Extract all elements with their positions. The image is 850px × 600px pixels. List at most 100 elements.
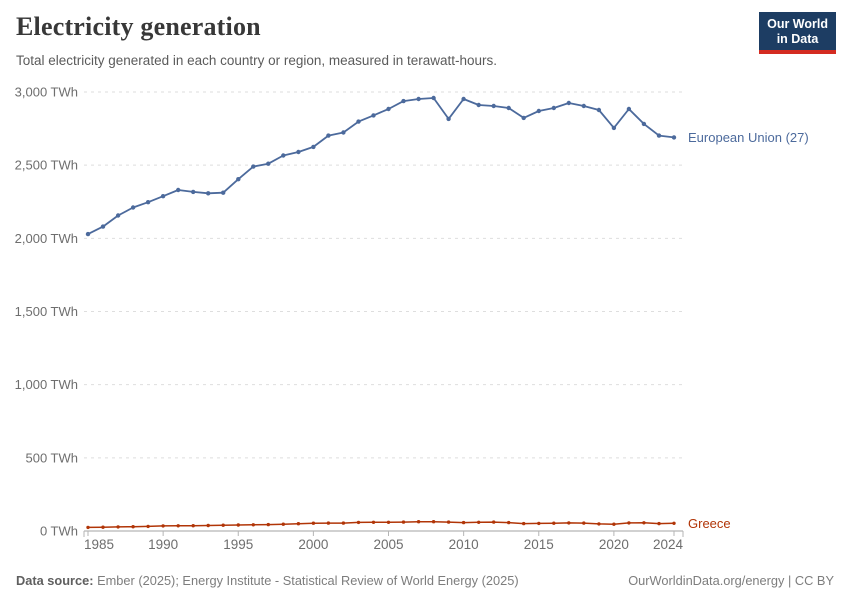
data-point-greece[interactable]	[461, 520, 466, 525]
x-axis-label: 2005	[373, 537, 403, 552]
credit-link[interactable]: OurWorldinData.org/energy | CC BY	[628, 573, 834, 588]
x-axis-label: 2000	[298, 537, 328, 552]
data-point-european-union-27[interactable]	[130, 205, 136, 210]
data-point-greece[interactable]	[477, 520, 481, 524]
data-point-greece[interactable]	[161, 524, 165, 528]
data-point-greece[interactable]	[672, 521, 676, 525]
data-point-greece[interactable]	[266, 522, 270, 527]
data-point-greece[interactable]	[251, 523, 255, 527]
data-point-greece[interactable]	[371, 520, 376, 524]
data-point-european-union-27[interactable]	[566, 100, 571, 106]
x-axis-label: 2020	[599, 537, 629, 552]
data-point-european-union-27[interactable]	[100, 224, 106, 229]
data-point-european-union-27[interactable]	[160, 194, 166, 199]
data-point-greece[interactable]	[612, 522, 616, 526]
data-point-greece[interactable]	[597, 522, 601, 526]
data-point-greece[interactable]	[642, 521, 646, 525]
data-point-greece[interactable]	[146, 524, 150, 529]
data-point-european-union-27[interactable]	[206, 191, 211, 196]
data-point-greece[interactable]	[191, 524, 195, 528]
data-point-european-union-27[interactable]	[446, 116, 451, 122]
data-point-greece[interactable]	[356, 520, 361, 525]
series-end-label-greece[interactable]: Greece	[688, 516, 731, 531]
data-point-european-union-27[interactable]	[521, 115, 526, 121]
data-point-european-union-27[interactable]	[236, 177, 241, 182]
data-point-greece[interactable]	[416, 520, 421, 524]
data-point-european-union-27[interactable]	[145, 200, 151, 205]
data-point-european-union-27[interactable]	[656, 133, 662, 138]
data-point-european-union-27[interactable]	[551, 105, 556, 111]
data-point-european-union-27[interactable]	[341, 130, 346, 135]
data-point-european-union-27[interactable]	[386, 106, 391, 112]
data-point-european-union-27[interactable]	[85, 231, 91, 237]
data-point-european-union-27[interactable]	[461, 96, 466, 102]
x-axis-label: 2010	[449, 537, 479, 552]
data-point-european-union-27[interactable]	[491, 103, 496, 109]
chart-subtitle: Total electricity generated in each coun…	[16, 53, 497, 68]
data-point-greece[interactable]	[522, 521, 526, 526]
x-axis-label: 1995	[223, 537, 253, 552]
data-point-greece[interactable]	[101, 525, 105, 529]
data-point-greece[interactable]	[567, 521, 571, 525]
data-point-greece[interactable]	[627, 521, 631, 525]
data-point-european-union-27[interactable]	[356, 119, 361, 124]
data-point-european-union-27[interactable]	[251, 164, 256, 169]
data-point-greece[interactable]	[206, 523, 210, 528]
data-point-greece[interactable]	[657, 521, 661, 526]
data-point-european-union-27[interactable]	[476, 102, 481, 108]
series-line-european-union-27[interactable]	[87, 97, 675, 235]
data-point-european-union-27[interactable]	[671, 135, 677, 140]
data-point-european-union-27[interactable]	[596, 107, 602, 113]
data-point-greece[interactable]	[281, 522, 285, 526]
data-point-european-union-27[interactable]	[371, 113, 376, 118]
data-point-european-union-27[interactable]	[176, 187, 181, 193]
data-point-greece[interactable]	[582, 521, 586, 525]
data-point-greece[interactable]	[386, 520, 391, 524]
data-point-greece[interactable]	[537, 521, 541, 526]
chart-footer: Data source: Ember (2025); Energy Instit…	[16, 573, 834, 588]
data-point-greece[interactable]	[296, 522, 301, 526]
data-point-european-union-27[interactable]	[191, 189, 196, 195]
data-point-greece[interactable]	[236, 523, 240, 527]
data-point-european-union-27[interactable]	[401, 98, 406, 104]
data-source-label: Data source:	[16, 573, 94, 588]
y-axis-label: 2,000 TWh	[15, 231, 78, 246]
data-point-greece[interactable]	[341, 521, 346, 525]
data-point-european-union-27[interactable]	[221, 190, 226, 195]
data-point-european-union-27[interactable]	[115, 213, 121, 218]
data-point-european-union-27[interactable]	[536, 108, 541, 114]
series-end-label-european-union-27[interactable]: European Union (27)	[688, 130, 809, 145]
data-point-greece[interactable]	[431, 520, 436, 524]
data-point-greece[interactable]	[311, 521, 316, 525]
data-point-greece[interactable]	[552, 521, 556, 525]
data-point-european-union-27[interactable]	[311, 144, 316, 150]
data-point-greece[interactable]	[221, 523, 225, 527]
data-point-european-union-27[interactable]	[626, 106, 632, 112]
data-point-greece[interactable]	[492, 520, 496, 524]
data-point-greece[interactable]	[326, 521, 331, 525]
data-point-greece[interactable]	[507, 520, 511, 525]
x-axis-label: 1990	[148, 537, 178, 552]
data-point-greece[interactable]	[446, 520, 451, 524]
data-point-european-union-27[interactable]	[416, 96, 421, 102]
data-point-greece[interactable]	[116, 525, 120, 529]
owid-logo[interactable]: Our World in Data	[759, 12, 836, 54]
data-point-european-union-27[interactable]	[641, 121, 647, 127]
y-axis-label: 1,000 TWh	[15, 377, 78, 392]
data-point-european-union-27[interactable]	[326, 133, 331, 138]
data-point-greece[interactable]	[86, 525, 90, 530]
page-title: Electricity generation	[16, 12, 261, 41]
series-line-greece[interactable]	[87, 520, 675, 529]
data-point-european-union-27[interactable]	[266, 161, 271, 166]
data-point-greece[interactable]	[401, 520, 406, 524]
data-point-greece[interactable]	[131, 525, 135, 529]
data-point-greece[interactable]	[176, 524, 180, 528]
data-point-european-union-27[interactable]	[296, 149, 301, 155]
data-point-european-union-27[interactable]	[431, 95, 436, 101]
data-point-european-union-27[interactable]	[611, 125, 617, 131]
data-source-text: Ember (2025); Energy Institute - Statist…	[93, 573, 519, 588]
data-point-european-union-27[interactable]	[581, 103, 586, 109]
data-point-european-union-27[interactable]	[281, 153, 286, 158]
data-point-european-union-27[interactable]	[506, 105, 511, 111]
